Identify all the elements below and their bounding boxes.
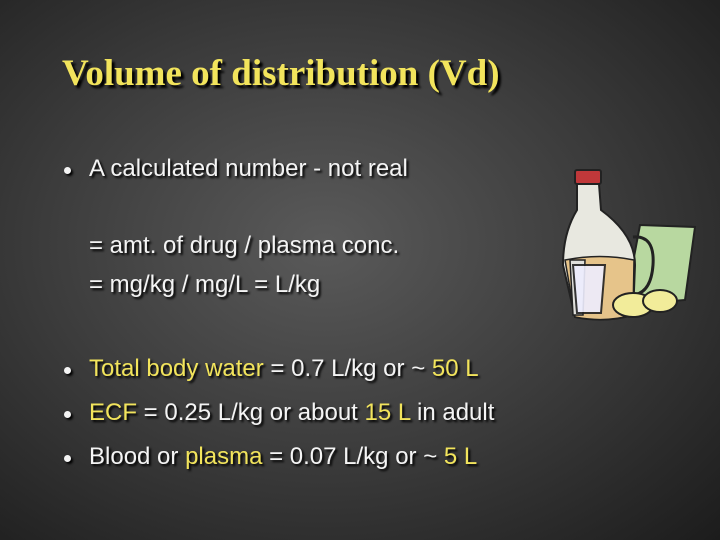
highlight: plasma: [185, 443, 263, 470]
bullet: [64, 455, 71, 462]
highlight: ECF: [89, 399, 137, 426]
bullet: [64, 167, 71, 174]
text: = 0.07 L/kg or ~: [262, 443, 444, 470]
highlight: 50 L: [431, 355, 479, 382]
text: in adult: [410, 399, 495, 426]
fact: ECF = 0.25 L/kg or about 15 L in adult: [89, 399, 494, 427]
text: = 0.7 L/kg or ~: [263, 355, 432, 382]
highlight: Total body water: [89, 355, 264, 382]
bullet: [64, 367, 71, 374]
fact: Blood or plasma = 0.07 L/kg or ~ 5 L: [89, 443, 477, 471]
bullet-text: A calculated number - not real: [89, 155, 408, 182]
slide-title: Volume of distribution (Vd): [62, 53, 500, 94]
highlight: 5 L: [443, 443, 478, 470]
fact: Total body water = 0.7 L/kg or ~ 50 L: [89, 355, 479, 383]
bottle-illustration: [561, 169, 697, 321]
bullet: [64, 411, 71, 418]
text: = 0.25 L/kg or about: [137, 399, 365, 426]
text: Blood or: [89, 443, 186, 470]
highlight: 15 L: [364, 399, 411, 426]
formula-line: = amt. of drug / plasma conc.: [89, 232, 400, 259]
formula-line: = mg/kg / mg/L = L/kg: [89, 271, 321, 298]
